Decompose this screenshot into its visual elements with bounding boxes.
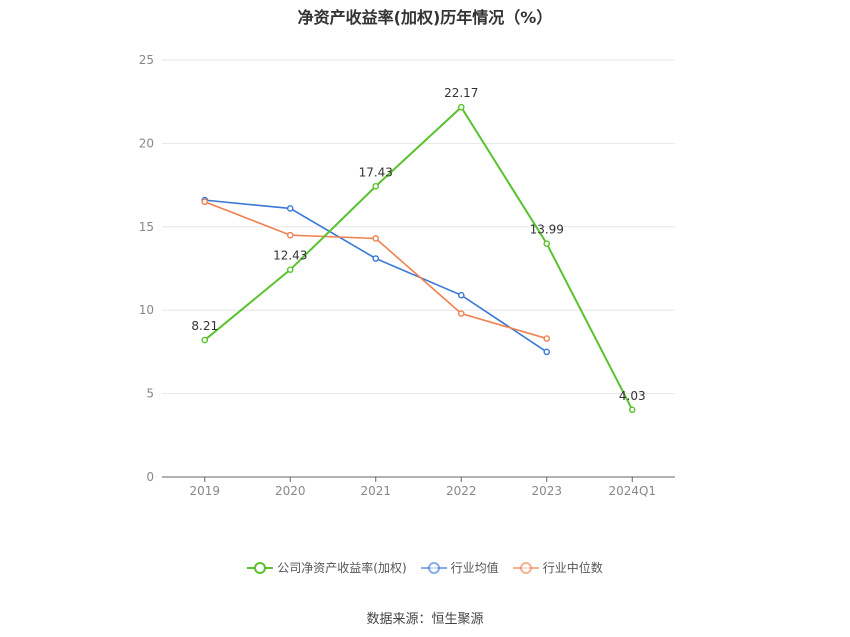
data-point bbox=[457, 310, 465, 317]
x-tick-label: 2023 bbox=[531, 484, 562, 498]
data-label: 22.17 bbox=[444, 86, 478, 100]
label-layer: 8.21 12.43 17.43 22.17 13.99 4.03 bbox=[191, 86, 645, 403]
data-point bbox=[457, 103, 465, 111]
legend-marker bbox=[512, 561, 539, 574]
data-point bbox=[457, 291, 465, 299]
data-label: 17.43 bbox=[359, 165, 393, 179]
chart-title: 净资产收益率(加权)历年情况（%） bbox=[297, 8, 553, 27]
data-point bbox=[628, 406, 636, 414]
y-tick-label: 20 bbox=[139, 136, 154, 150]
data-label: 4.03 bbox=[619, 389, 646, 403]
x-tick-label: 2022 bbox=[446, 484, 477, 498]
grid-layer bbox=[162, 59, 675, 395]
data-point bbox=[543, 348, 551, 356]
x-tick-label: 2020 bbox=[275, 484, 306, 498]
x-tick-label: 2024Q1 bbox=[608, 484, 656, 498]
data-point bbox=[286, 266, 294, 273]
data-point bbox=[543, 240, 551, 247]
data-label: 13.99 bbox=[530, 223, 564, 237]
series-layer bbox=[201, 103, 636, 414]
data-label: 8.21 bbox=[191, 319, 218, 333]
y-tick-label: 0 bbox=[146, 470, 154, 484]
legend-item[interactable]: 行业中位数 bbox=[512, 559, 603, 576]
x-tick-label: 2019 bbox=[189, 484, 220, 498]
axis-layer: 0 5 10 15 20 25 2019 2020 2021 2022 2023 2024Q1 bbox=[139, 53, 675, 498]
legend-label: 行业中位数 bbox=[542, 561, 603, 575]
data-point bbox=[286, 231, 294, 239]
y-tick-label: 5 bbox=[146, 387, 154, 401]
x-tick-label: 2021 bbox=[360, 484, 391, 498]
legend: 公司净资产收益率(加权) 行业均值 行业中位数 bbox=[0, 559, 850, 576]
data-point bbox=[201, 336, 209, 344]
data-point bbox=[372, 235, 380, 242]
data-point bbox=[286, 205, 294, 212]
y-tick-label: 15 bbox=[139, 220, 154, 234]
data-point bbox=[372, 182, 380, 190]
data-point bbox=[543, 335, 551, 342]
data-point bbox=[372, 255, 380, 262]
series-line-1 bbox=[204, 199, 548, 353]
y-tick-label: 10 bbox=[139, 303, 154, 317]
data-point bbox=[201, 198, 209, 206]
legend-label: 公司净资产收益率(加权) bbox=[277, 561, 407, 575]
legend-marker bbox=[420, 561, 447, 574]
legend-label: 行业均值 bbox=[450, 561, 499, 575]
legend-item[interactable]: 公司净资产收益率(加权) bbox=[247, 559, 407, 576]
y-tick-label: 25 bbox=[139, 53, 154, 67]
legend-item[interactable]: 行业均值 bbox=[420, 559, 499, 576]
series-line-0 bbox=[204, 105, 634, 411]
data-label: 12.43 bbox=[273, 249, 307, 263]
source-note: 数据来源：恒生聚源 bbox=[366, 612, 484, 627]
legend-marker bbox=[247, 561, 274, 574]
